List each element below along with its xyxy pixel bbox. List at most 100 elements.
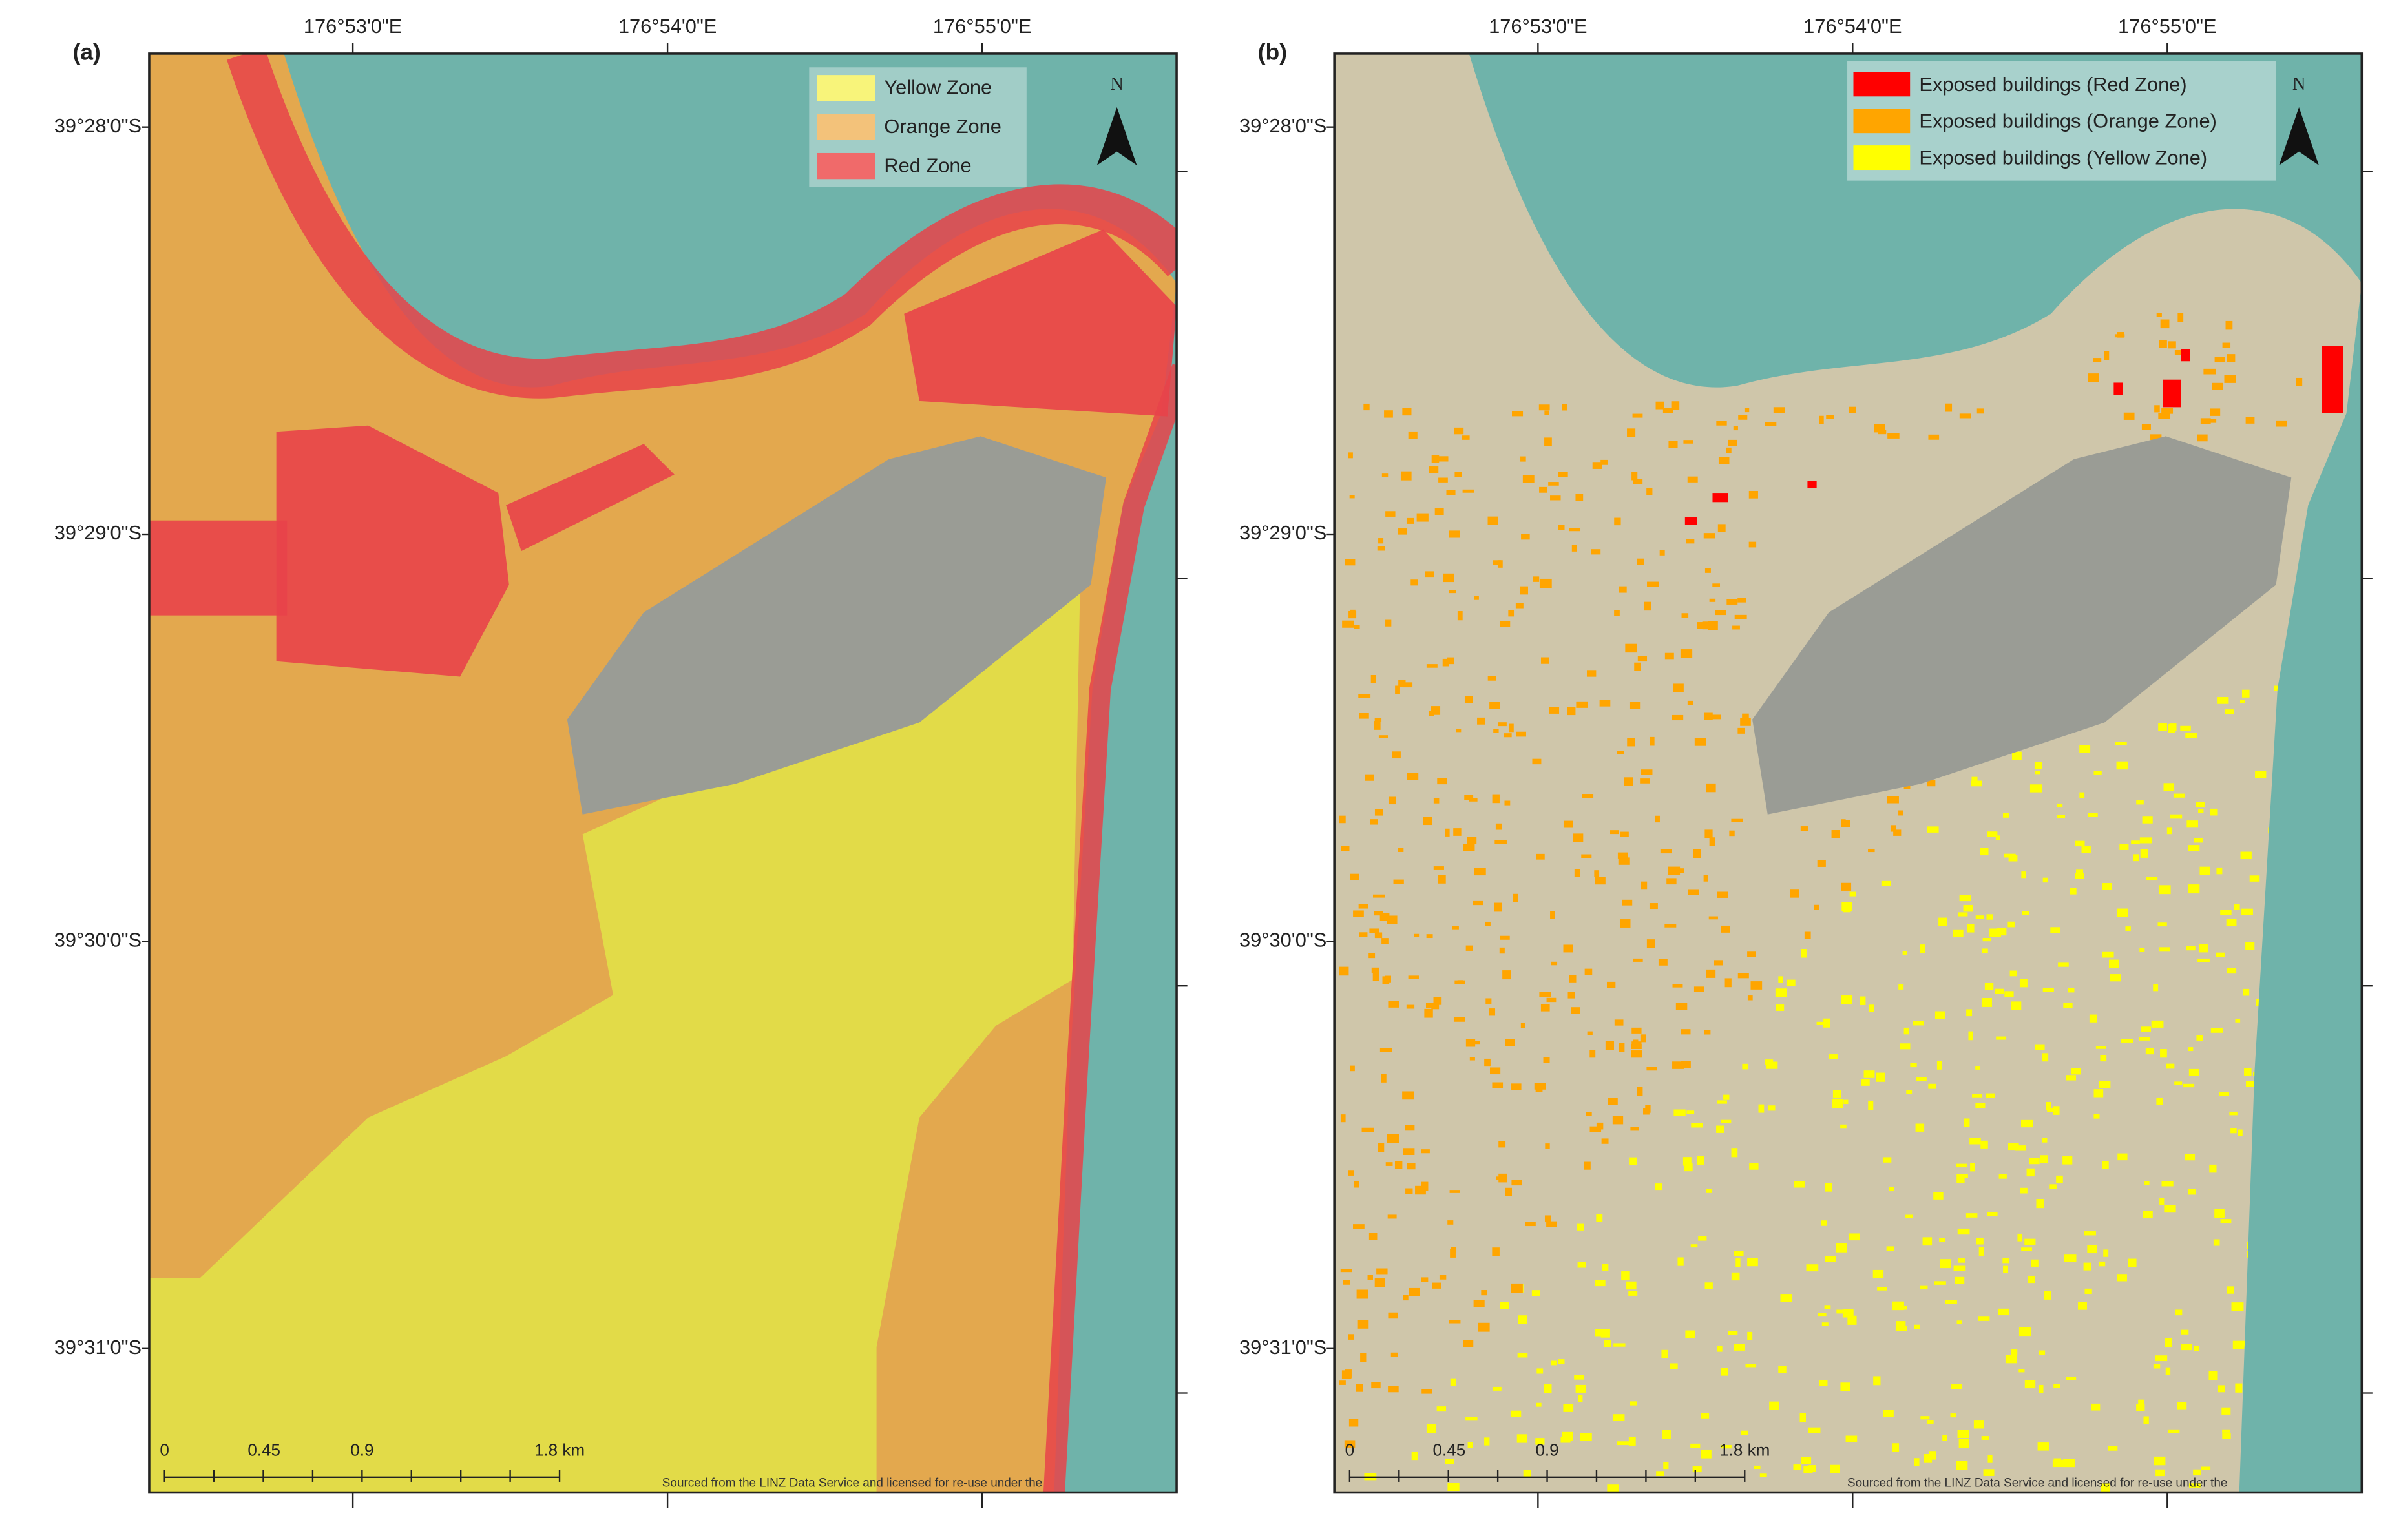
building	[2174, 349, 2186, 355]
building	[1589, 1050, 1596, 1058]
building	[2103, 1249, 2109, 1257]
building	[1498, 1141, 1506, 1148]
building	[1447, 1483, 1460, 1492]
legend-label: Orange Zone	[884, 115, 1001, 138]
building	[1400, 471, 1412, 481]
building	[1712, 493, 1728, 503]
building	[1747, 995, 1753, 1001]
building	[1374, 718, 1382, 722]
building	[1405, 1125, 1415, 1131]
building	[1493, 1386, 1502, 1391]
building	[1600, 1329, 1610, 1338]
building	[1953, 1265, 1966, 1271]
building	[1403, 1295, 1409, 1301]
building	[2163, 379, 2181, 408]
building	[1433, 866, 1444, 870]
building	[2164, 1205, 2176, 1213]
building	[1673, 683, 1684, 692]
building	[2084, 1288, 2092, 1295]
building	[2024, 1238, 2036, 1245]
building	[2093, 771, 2102, 775]
building	[1421, 1389, 1432, 1394]
building	[1505, 1187, 1513, 1196]
building	[2042, 988, 2054, 992]
building	[1369, 928, 1379, 933]
building	[2056, 1175, 2063, 1183]
building	[1348, 1419, 1359, 1427]
building	[2066, 1075, 2077, 1081]
building	[2322, 346, 2343, 413]
building	[1633, 479, 1643, 484]
building	[2125, 926, 2131, 931]
building	[1563, 820, 1573, 828]
building	[1489, 702, 1500, 709]
building	[1612, 1116, 1624, 1125]
building	[1656, 1471, 1664, 1476]
building	[1710, 714, 1721, 720]
scale-label: 0	[1345, 1440, 1355, 1459]
legend-swatch	[1853, 109, 1911, 134]
building	[1339, 966, 1349, 976]
building	[1354, 1180, 1359, 1188]
building	[2087, 1245, 2097, 1254]
legend-swatch	[1853, 72, 1911, 97]
building	[1492, 1247, 1500, 1256]
building	[1607, 1484, 1619, 1493]
building	[1434, 508, 1444, 515]
red-zone-channel	[506, 444, 675, 552]
building	[1381, 938, 1389, 944]
building	[2102, 883, 2112, 890]
building	[1525, 1222, 1536, 1227]
building	[1388, 796, 1396, 805]
building	[2161, 408, 2174, 414]
building	[2066, 1377, 2077, 1380]
building	[1487, 516, 1498, 525]
building	[1633, 958, 1643, 962]
building	[1449, 1320, 1461, 1324]
building	[1409, 1287, 1420, 1296]
building	[2196, 802, 2205, 807]
building	[1452, 926, 1459, 930]
building	[1381, 1074, 1387, 1083]
building	[2053, 1106, 2060, 1115]
building	[1701, 1413, 1710, 1419]
building	[2227, 968, 2237, 974]
building	[1348, 1334, 1354, 1340]
building	[1586, 1112, 1592, 1116]
building	[1581, 854, 1592, 858]
building	[1465, 1417, 1478, 1421]
building	[1467, 1442, 1473, 1448]
building	[2075, 873, 2084, 879]
building	[2201, 1466, 2211, 1470]
building	[1551, 1360, 1557, 1366]
building	[2151, 1020, 2164, 1028]
building	[1758, 1104, 1765, 1113]
building	[2019, 979, 2028, 988]
building	[1841, 995, 1852, 1004]
building	[2225, 320, 2233, 330]
building	[2209, 1164, 2217, 1173]
building	[2102, 951, 2114, 958]
legend-label: Exposed buildings (Red Zone)	[1919, 73, 2186, 96]
building	[1632, 413, 1643, 418]
building	[1890, 825, 1896, 832]
building	[1928, 1083, 1936, 1089]
building	[1662, 1430, 1671, 1439]
building	[1887, 433, 1900, 439]
building	[2020, 1187, 2028, 1194]
building	[2222, 1433, 2231, 1439]
building	[1915, 1123, 1925, 1132]
building	[1504, 800, 1511, 806]
building	[1494, 840, 1507, 844]
building	[1493, 560, 1502, 565]
building	[2156, 1098, 2163, 1105]
lat-tick-label: 39°29'0"S	[1239, 521, 1326, 544]
building	[1861, 1079, 1870, 1086]
building	[1631, 1050, 1642, 1058]
building	[2170, 814, 2183, 819]
building	[1840, 1124, 1847, 1129]
building	[2150, 434, 2162, 441]
building	[2042, 1138, 2048, 1143]
building	[1896, 1321, 1906, 1326]
building	[1655, 401, 1664, 410]
